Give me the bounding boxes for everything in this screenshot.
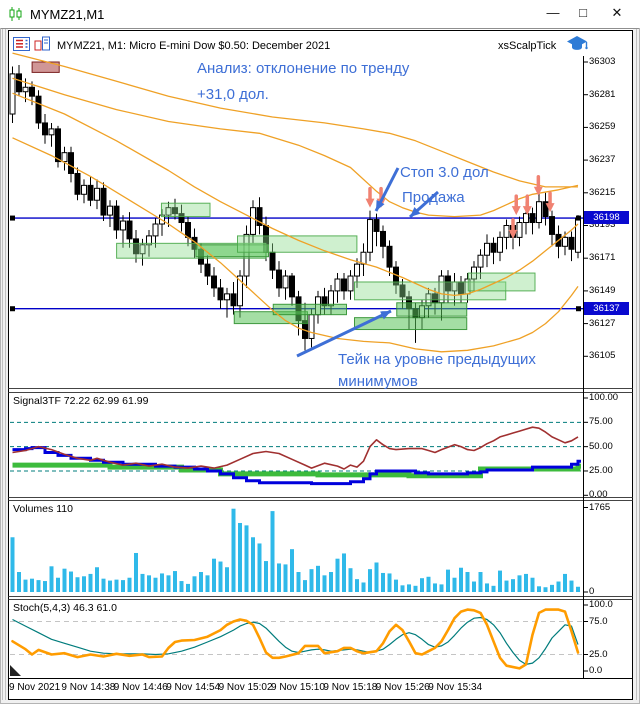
axis-ticks	[583, 61, 588, 672]
annotation-analysis-line2: +31,0 дол.	[197, 86, 269, 103]
volumes-panel	[10, 508, 580, 592]
time-axis-label: 9 Nov 15:02	[218, 682, 273, 693]
indicator-axis-label: 25.0	[589, 648, 608, 660]
price-axis-label: 36105	[589, 350, 616, 362]
close-button[interactable]: ✕	[611, 5, 623, 20]
price-axis-label: 36215	[589, 186, 616, 198]
time-axis-label: 9 Nov 15:26	[375, 682, 430, 693]
time-axis-label: 9 Nov 2021	[9, 682, 61, 693]
line-end-markers	[10, 215, 581, 312]
indicator-axis-label: 0	[589, 586, 595, 597]
indicators-icon[interactable]	[34, 36, 51, 56]
highlight-zones	[31, 61, 536, 331]
stoch-panel	[10, 608, 583, 676]
price-axis-label: 36259	[589, 121, 616, 133]
price-axis-label: 36303	[589, 56, 616, 67]
indicator-axis-label: 0.0	[589, 665, 603, 676]
minimize-button[interactable]: —	[546, 5, 560, 20]
graduation-cap-icon[interactable]	[566, 34, 588, 57]
indicator-axis-label: 100.0	[589, 599, 613, 610]
price-axis-label: 36171	[589, 252, 616, 264]
annotation-analysis-line1: Анализ: отклонение по тренду	[197, 60, 410, 77]
indicator-axis-label: 100.00	[589, 392, 619, 403]
window-title: MYMZ21,M1	[30, 7, 105, 22]
maximize-button[interactable]: □	[579, 5, 587, 20]
price-badge-bid: 36198	[584, 211, 629, 224]
time-axis-label: 9 Nov 14:54	[166, 682, 221, 693]
signal3tf-label: Signal3TF 72.22 62.99 61.99	[13, 395, 149, 407]
stoch-label: Stoch(5,4,3) 46.3 61.0	[13, 602, 117, 614]
title-bar: MYMZ21,M1 — □ ✕	[0, 0, 640, 28]
volumes-label: Volumes 110	[13, 503, 73, 515]
band-lines	[12, 52, 579, 353]
data-window-icon[interactable]	[13, 37, 30, 56]
indicator-axis-label: 25.00	[589, 464, 613, 476]
price-badge-level: 36137	[584, 302, 629, 315]
watermark-label: xsScalpTick	[498, 40, 557, 52]
indicator-axis-label: 0.00	[589, 489, 608, 501]
annotation-sell: Продажа	[402, 189, 465, 206]
chart-type-icon	[8, 6, 24, 27]
time-axis-label: 9 Nov 15:10	[271, 682, 325, 693]
annotation-take-line2: минимумов	[338, 373, 418, 390]
signal3tf-panel	[10, 421, 583, 486]
indicator-axis-label: 75.00	[589, 416, 613, 428]
price-axis-label: 36237	[589, 154, 616, 166]
price-axis-label: 36127	[589, 317, 616, 329]
indicator-axis-label: 1765	[589, 501, 611, 513]
time-axis-label: 9 Nov 14:46	[113, 682, 168, 693]
annotation-stop: Стоп 3.0 дол	[400, 164, 489, 181]
time-axis-label: 9 Nov 15:34	[428, 682, 483, 693]
symbol-description: MYMZ21, M1: Micro E-mini Dow $0.50: Dece…	[57, 40, 331, 52]
annotation-arrows	[296, 167, 439, 358]
price-axis-label: 36193	[589, 219, 616, 231]
indicator-axis-label: 75.0	[589, 615, 608, 627]
time-axis-label: 9 Nov 15:18	[323, 682, 378, 693]
indicator-axis-label: 50.00	[589, 440, 613, 452]
annotation-take-line1: Тейк на уровне предыдущих	[338, 351, 536, 368]
sell-signal-arrows	[365, 175, 555, 239]
price-axis-label: 36149	[589, 284, 616, 296]
price-axis-label: 36281	[589, 88, 616, 100]
time-axis-label: 9 Nov 14:38	[61, 682, 116, 693]
